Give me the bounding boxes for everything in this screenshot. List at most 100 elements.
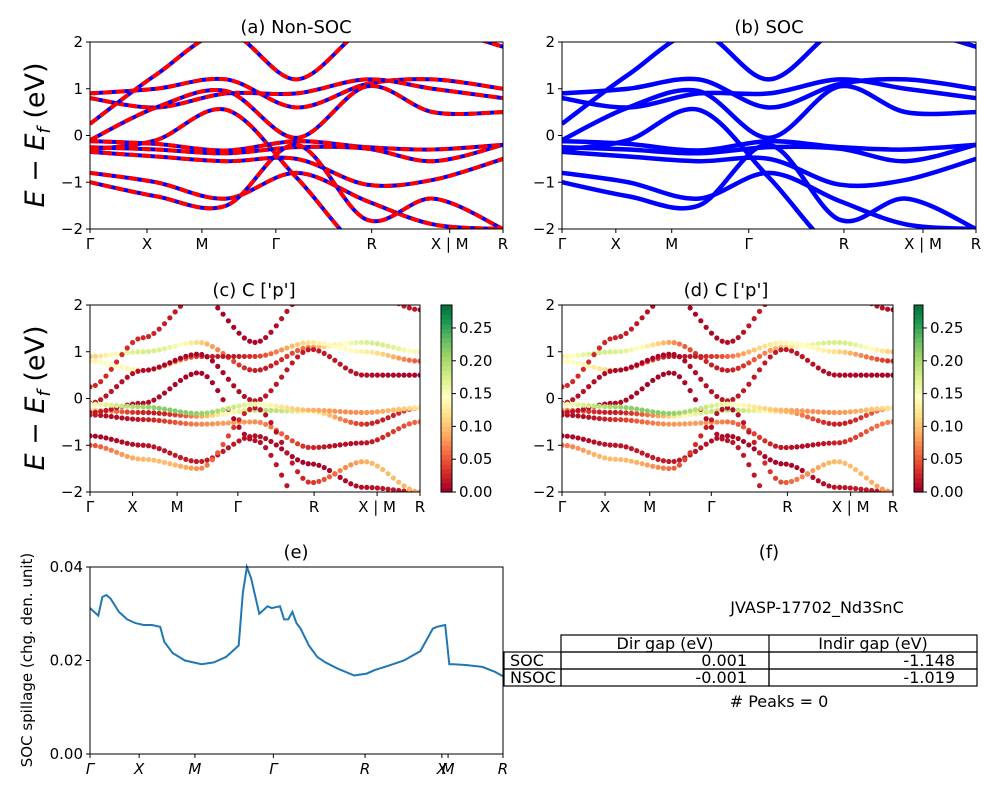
projected-band-point xyxy=(348,347,354,353)
projected-band-point xyxy=(698,376,704,382)
projected-band-point xyxy=(772,340,779,346)
projected-band-point xyxy=(257,419,263,426)
projected-band-point xyxy=(98,408,104,415)
projected-band-point xyxy=(682,421,688,427)
projected-band-point xyxy=(586,449,592,455)
colorbar-segment xyxy=(914,449,923,456)
projected-band-point xyxy=(231,404,237,410)
projected-band-point xyxy=(236,403,242,409)
projected-band-point xyxy=(858,352,864,359)
projected-band-point xyxy=(719,419,725,425)
projected-band-point xyxy=(380,417,386,423)
projected-band-point xyxy=(719,401,725,407)
projected-band-point xyxy=(687,420,693,427)
projected-band-point xyxy=(114,438,120,444)
colorbar-segment xyxy=(914,314,923,320)
projected-band-point xyxy=(263,402,269,408)
panel-b-axes: −2 −1 0 1 2 Γ X M Γ R X | M R xyxy=(533,33,981,253)
projected-band-point xyxy=(714,402,720,408)
projected-band-point xyxy=(671,370,677,376)
projected-band-point xyxy=(575,360,581,366)
panel-f-title: (f) xyxy=(759,542,779,563)
projected-band-point xyxy=(885,405,891,411)
projected-band-point xyxy=(724,401,731,407)
projected-band-point xyxy=(767,441,773,447)
projected-band-point xyxy=(639,419,645,425)
projected-band-point xyxy=(837,339,843,346)
projected-band-point xyxy=(724,437,731,444)
projected-band-point xyxy=(396,479,402,485)
projected-band-point xyxy=(326,443,333,449)
projected-band-point xyxy=(90,401,93,407)
projected-band-point xyxy=(145,348,152,355)
projected-band-point xyxy=(655,353,661,359)
projected-band-point xyxy=(837,484,843,490)
projected-band-point xyxy=(326,474,333,480)
projected-band-point xyxy=(220,420,226,426)
projected-band-point xyxy=(575,402,581,408)
colorbar-segment xyxy=(914,365,923,372)
projected-band-point xyxy=(412,358,418,364)
projected-band-point xyxy=(698,433,704,439)
band-line-nonsoc xyxy=(90,106,343,229)
projected-band-point xyxy=(735,445,741,451)
projected-band-point xyxy=(199,351,205,358)
projected-band-point xyxy=(369,409,375,415)
projected-band-point xyxy=(671,340,677,346)
band-line-nonsoc xyxy=(90,142,503,164)
projected-band-point xyxy=(740,329,747,335)
projected-band-point xyxy=(591,439,597,445)
colorbar-segment xyxy=(914,403,923,409)
projected-band-point xyxy=(294,457,301,463)
projected-band-point xyxy=(151,410,157,416)
projected-band-point xyxy=(810,442,816,448)
colorbar-segment xyxy=(441,440,452,446)
y-tick-label: 1 xyxy=(545,80,555,98)
colorbar-segment xyxy=(441,477,452,484)
x-tick-label: X xyxy=(611,235,621,253)
x-tick-label: M xyxy=(188,760,201,778)
projected-band-point xyxy=(847,341,853,347)
projected-band-point xyxy=(348,441,354,447)
projected-band-point xyxy=(618,367,624,373)
projected-band-point xyxy=(634,390,640,396)
projected-band-point xyxy=(570,434,576,440)
projected-band-point xyxy=(751,446,757,452)
x-tick-label: R xyxy=(415,498,425,516)
projected-band-point xyxy=(90,358,93,364)
projected-band-point xyxy=(676,374,683,380)
projected-band-point xyxy=(332,408,338,414)
y-tick-label: 0.02 xyxy=(50,652,83,670)
projected-band-point xyxy=(231,420,237,426)
projected-band-point xyxy=(406,348,412,354)
projected-band-point xyxy=(570,408,576,415)
projected-band-point xyxy=(703,358,709,364)
panel-a-axes: −2 −1 0 1 2 Γ X M Γ R X | M R xyxy=(61,33,508,253)
projected-band-point xyxy=(628,410,635,416)
projected-band-point xyxy=(671,410,677,416)
projected-band-point xyxy=(602,371,608,377)
projected-band-point xyxy=(412,488,418,492)
projected-band-point xyxy=(300,475,306,481)
projected-band-point xyxy=(698,318,704,324)
y-tick-label: 0 xyxy=(545,127,555,145)
projected-band-point xyxy=(193,465,200,472)
projected-band-point xyxy=(628,326,635,332)
projected-band-point xyxy=(874,356,880,362)
projected-band-point xyxy=(618,417,624,423)
projected-band-point xyxy=(639,386,645,392)
projected-band-point xyxy=(863,412,869,419)
projected-band-point xyxy=(369,439,375,445)
colorbar-segment xyxy=(441,463,452,470)
projected-band-point xyxy=(151,417,157,423)
projected-band-point xyxy=(316,462,322,468)
projected-band-point xyxy=(140,404,146,410)
projected-band-point xyxy=(580,447,586,453)
projected-band-point xyxy=(199,340,205,346)
projected-band-point xyxy=(177,342,184,348)
projected-band-point xyxy=(124,403,130,409)
projected-band-point xyxy=(714,365,720,371)
projected-band-point xyxy=(591,409,597,415)
projected-band-point xyxy=(103,360,109,366)
